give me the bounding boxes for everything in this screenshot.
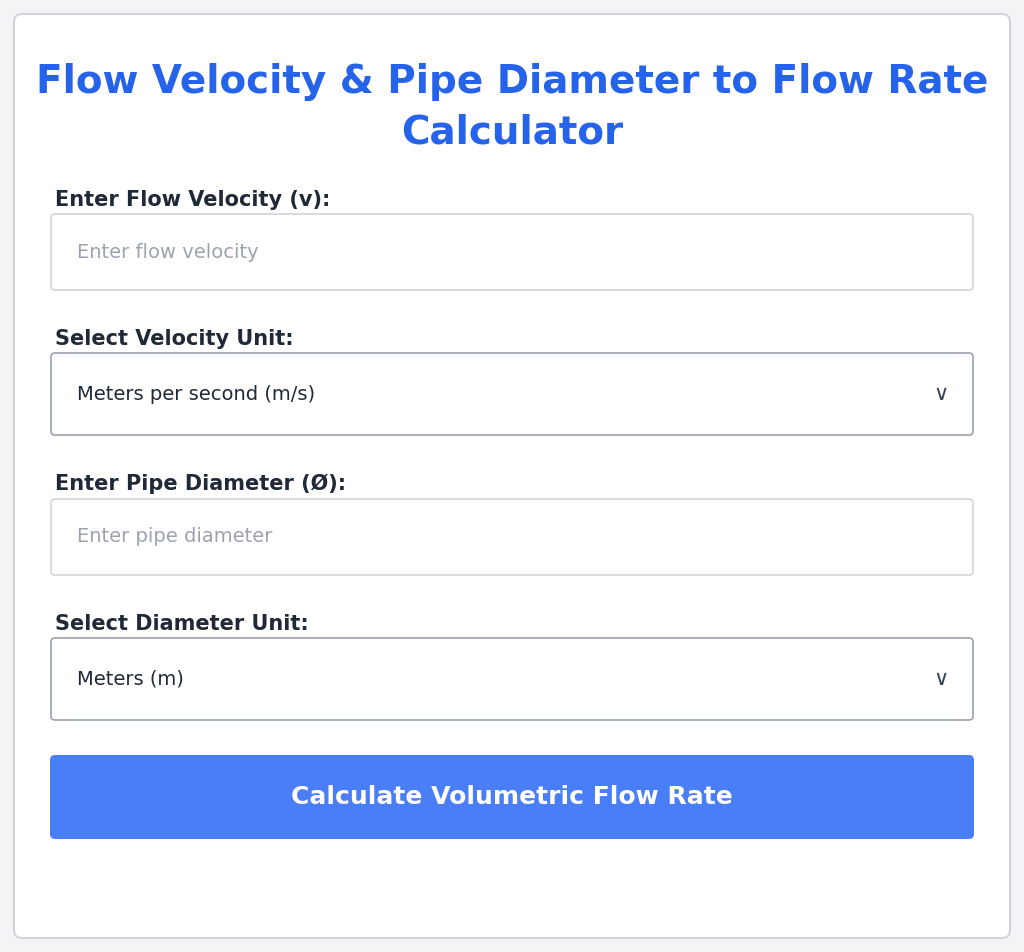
FancyBboxPatch shape (51, 214, 973, 290)
FancyBboxPatch shape (14, 14, 1010, 938)
Text: Select Velocity Unit:: Select Velocity Unit: (55, 329, 294, 349)
Text: Select Diameter Unit:: Select Diameter Unit: (55, 614, 309, 634)
FancyBboxPatch shape (50, 755, 974, 839)
Text: Meters per second (m/s): Meters per second (m/s) (77, 385, 315, 404)
FancyBboxPatch shape (51, 638, 973, 720)
Text: Calculator: Calculator (401, 113, 623, 151)
Text: Enter pipe diameter: Enter pipe diameter (77, 527, 272, 546)
Text: Enter flow velocity: Enter flow velocity (77, 243, 259, 262)
Text: ∨: ∨ (933, 669, 948, 689)
Text: Enter Pipe Diameter (Ø):: Enter Pipe Diameter (Ø): (55, 474, 346, 494)
Text: Enter Flow Velocity (v):: Enter Flow Velocity (v): (55, 190, 331, 210)
Text: ∨: ∨ (933, 384, 948, 404)
FancyBboxPatch shape (51, 499, 973, 575)
Text: Meters (m): Meters (m) (77, 669, 184, 688)
Text: Flow Velocity & Pipe Diameter to Flow Rate: Flow Velocity & Pipe Diameter to Flow Ra… (36, 63, 988, 101)
FancyBboxPatch shape (51, 353, 973, 435)
Text: Calculate Volumetric Flow Rate: Calculate Volumetric Flow Rate (291, 785, 733, 809)
